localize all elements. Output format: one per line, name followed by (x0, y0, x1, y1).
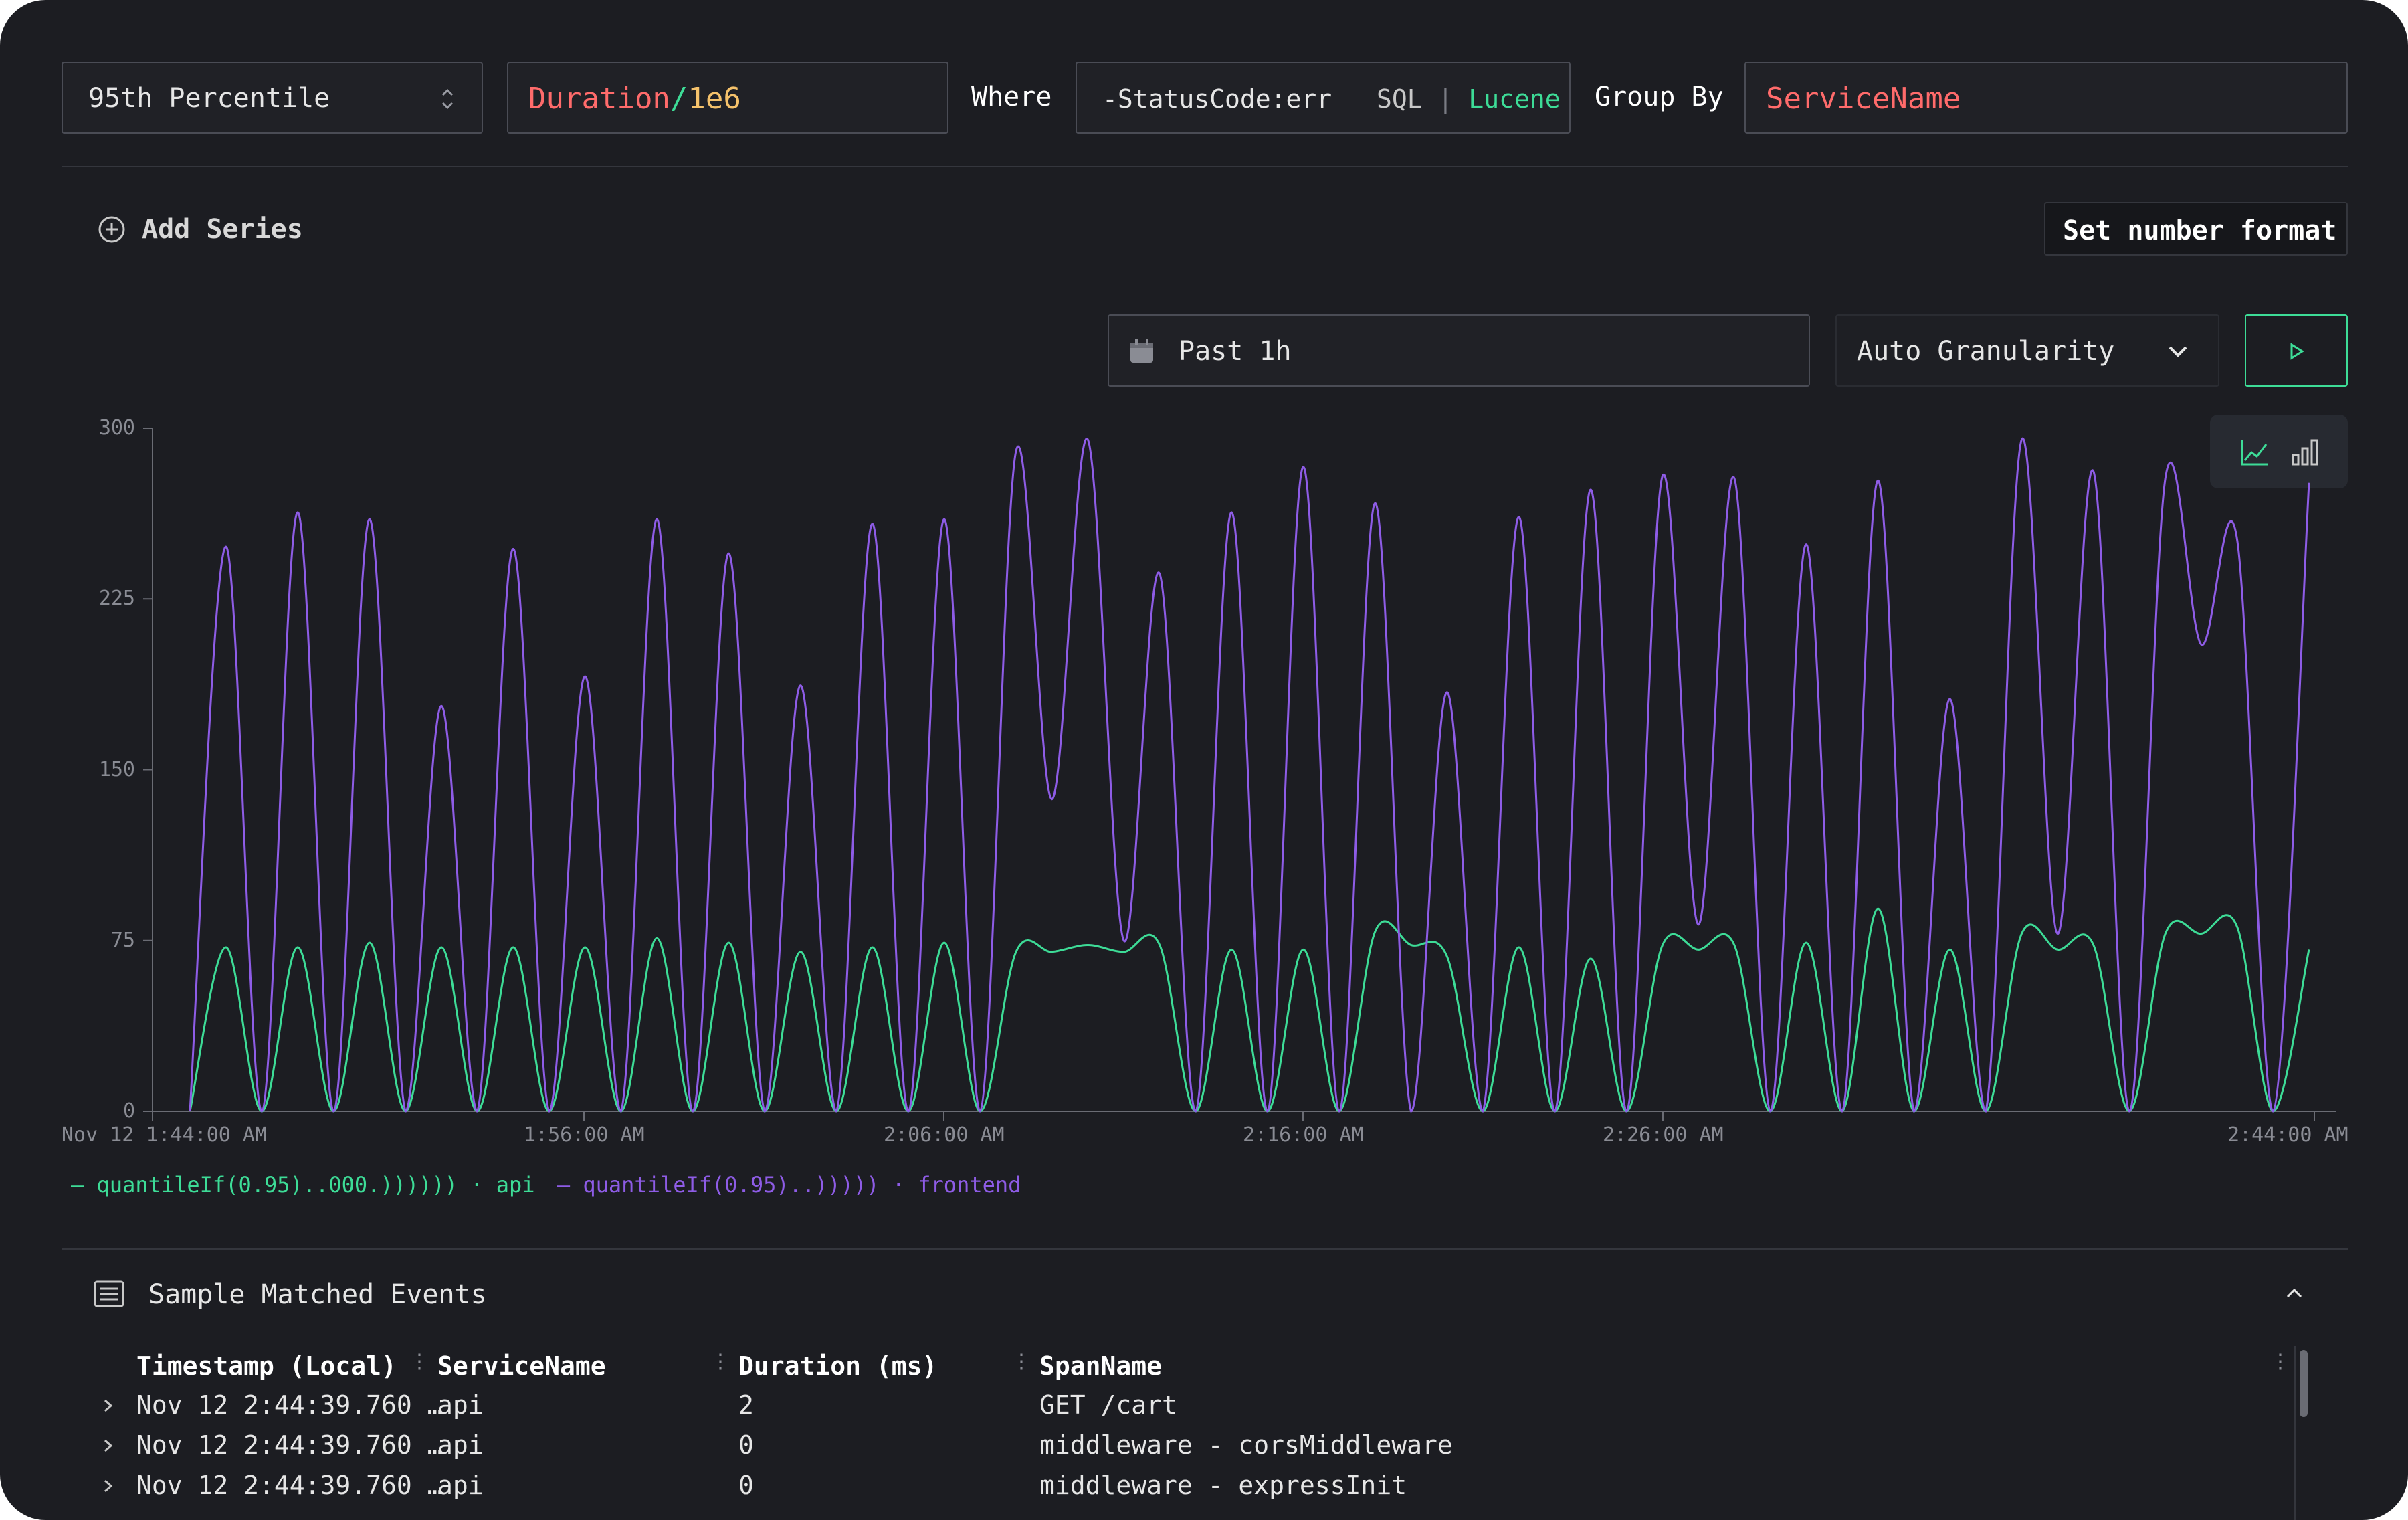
cell-duration: 0 (738, 1470, 754, 1500)
column-resize-handle[interactable]: ⋮ (710, 1350, 730, 1373)
x-tick-label: 2:06:00 AM (884, 1123, 1005, 1147)
series-line-api (189, 907, 2310, 1113)
sql-toggle[interactable]: SQL (1377, 84, 1423, 114)
granularity-select[interactable]: Auto Granularity (1835, 314, 2219, 387)
legend-item-api[interactable]: — quantileIf(0.95)..000.)))))) · api (71, 1172, 535, 1198)
number-token: 1e6 (688, 82, 741, 116)
legend-service-frontend: frontend (918, 1172, 1021, 1198)
legend-item-frontend[interactable]: — quantileIf(0.95)..))))) · frontend (557, 1172, 1021, 1198)
y-tick-label: 150 (98, 757, 135, 781)
line-chart-icon[interactable] (2239, 438, 2269, 470)
aggregation-select[interactable]: 95th Percentile (62, 62, 483, 134)
field-expression-input[interactable]: Duration/1e6 (507, 62, 948, 134)
set-number-format-button[interactable]: Set number format (2044, 202, 2348, 256)
group-by-value: ServiceName (1766, 82, 1961, 116)
cell-servicename: api (437, 1430, 484, 1460)
y-tick-label: 75 (110, 928, 135, 952)
table-row[interactable]: Nov 12 2:44:39.760 … api 0 middleware - … (0, 1430, 2288, 1470)
divider (62, 166, 2348, 167)
lang-separator: | (1437, 84, 1453, 114)
chevron-up-icon[interactable] (2282, 1283, 2306, 1306)
column-resize-handle[interactable]: ⋮ (409, 1350, 429, 1373)
events-title: Sample Matched Events (148, 1279, 487, 1310)
column-header-timestamp[interactable]: Timestamp (Local) (136, 1351, 397, 1381)
column-resize-handle[interactable]: ⋮ (1011, 1350, 1031, 1373)
y-tick-label: 300 (98, 416, 135, 440)
x-tick-label: 1:56:00 AM (524, 1123, 645, 1147)
time-range-picker[interactable]: Past 1h (1108, 314, 1810, 387)
updown-chevron-icon (437, 84, 458, 116)
table-row[interactable]: Nov 12 2:44:39.760 … api 0 middleware - … (0, 1470, 2288, 1511)
x-tick-label: 2:16:00 AM (1243, 1123, 1364, 1147)
x-tick-label: Nov 12 1:44:00 AM (62, 1123, 268, 1147)
field-token: Duration (528, 82, 670, 116)
x-tick-label: 2:26:00 AM (1603, 1123, 1724, 1147)
legend-label-api: quantileIf(0.95)..000.)))))) (96, 1172, 458, 1198)
add-series-label: Add Series (142, 214, 303, 245)
legend-service-api: api (496, 1172, 535, 1198)
divider (62, 1248, 2348, 1250)
y-tick-label: 225 (98, 587, 135, 611)
table-row[interactable]: Nov 12 2:44:39.760 … api 2 GET /cart (0, 1390, 2288, 1430)
events-header[interactable]: Sample Matched Events (62, 1271, 2348, 1318)
operator-token: / (670, 82, 688, 116)
granularity-value: Auto Granularity (1857, 336, 2115, 367)
cell-spanname: middleware - expressInit (1039, 1470, 1407, 1500)
calendar-icon (1129, 339, 1155, 367)
time-range-value: Past 1h (1179, 336, 1292, 367)
events-table: Timestamp (Local) ⋮ ServiceName ⋮ Durati… (0, 1338, 2408, 1520)
cell-timestamp: Nov 12 2:44:39.760 … (136, 1430, 443, 1460)
chart-area: 300 225 150 75 0 Nov 12 1:44:00 AM 1:56:00 AM… (0, 401, 2408, 1164)
plus-circle-icon (98, 215, 126, 246)
x-tick-label: 2:44:00 AM (2227, 1123, 2348, 1147)
chart-legend: — quantileIf(0.95)..000.)))))) · api — q… (71, 1172, 1021, 1198)
scrollbar-thumb[interactable] (2300, 1350, 2308, 1417)
column-menu-icon[interactable]: ⋮ (2270, 1350, 2290, 1373)
scrollbar[interactable] (2294, 1346, 2312, 1520)
set-number-format-label: Set number format (2063, 215, 2337, 246)
bar-chart-icon[interactable] (2290, 438, 2320, 470)
column-header-servicename[interactable]: ServiceName (437, 1351, 606, 1381)
group-by-input[interactable]: ServiceName (1744, 62, 2348, 134)
expand-chevron-icon[interactable] (100, 1476, 116, 1499)
cell-spanname: middleware - corsMiddleware (1039, 1430, 1453, 1460)
series-line-frontend (189, 437, 2310, 1113)
group-by-label: Group By (1595, 82, 1724, 112)
expand-chevron-icon[interactable] (100, 1396, 116, 1418)
where-input[interactable]: -StatusCode:err SQL | Lucene (1076, 62, 1571, 134)
line-chart (143, 428, 2336, 1121)
aggregation-value: 95th Percentile (88, 83, 330, 114)
chevron-down-icon (2165, 341, 2191, 364)
where-value: -StatusCode:err (1102, 84, 1332, 114)
cell-servicename: api (437, 1390, 484, 1420)
cell-timestamp: Nov 12 2:44:39.760 … (136, 1390, 443, 1420)
lucene-toggle[interactable]: Lucene (1468, 84, 1561, 114)
legend-label-frontend: quantileIf(0.95)..))))) (583, 1172, 880, 1198)
chart-type-toggle (2210, 415, 2348, 488)
run-query-button[interactable] (2245, 314, 2348, 387)
play-icon (2286, 341, 2306, 364)
cell-spanname: GET /cart (1039, 1390, 1177, 1420)
add-series-button[interactable]: Add Series (98, 213, 312, 246)
y-tick-label: 0 (122, 1099, 135, 1123)
where-label: Where (971, 82, 1052, 112)
column-header-spanname[interactable]: SpanName (1039, 1351, 1163, 1381)
list-icon (94, 1280, 124, 1310)
expand-chevron-icon[interactable] (100, 1436, 116, 1458)
cell-duration: 0 (738, 1430, 754, 1460)
column-header-duration[interactable]: Duration (ms) (738, 1351, 938, 1381)
cell-servicename: api (437, 1470, 484, 1500)
cell-timestamp: Nov 12 2:44:39.760 … (136, 1470, 443, 1500)
cell-duration: 2 (738, 1390, 754, 1420)
